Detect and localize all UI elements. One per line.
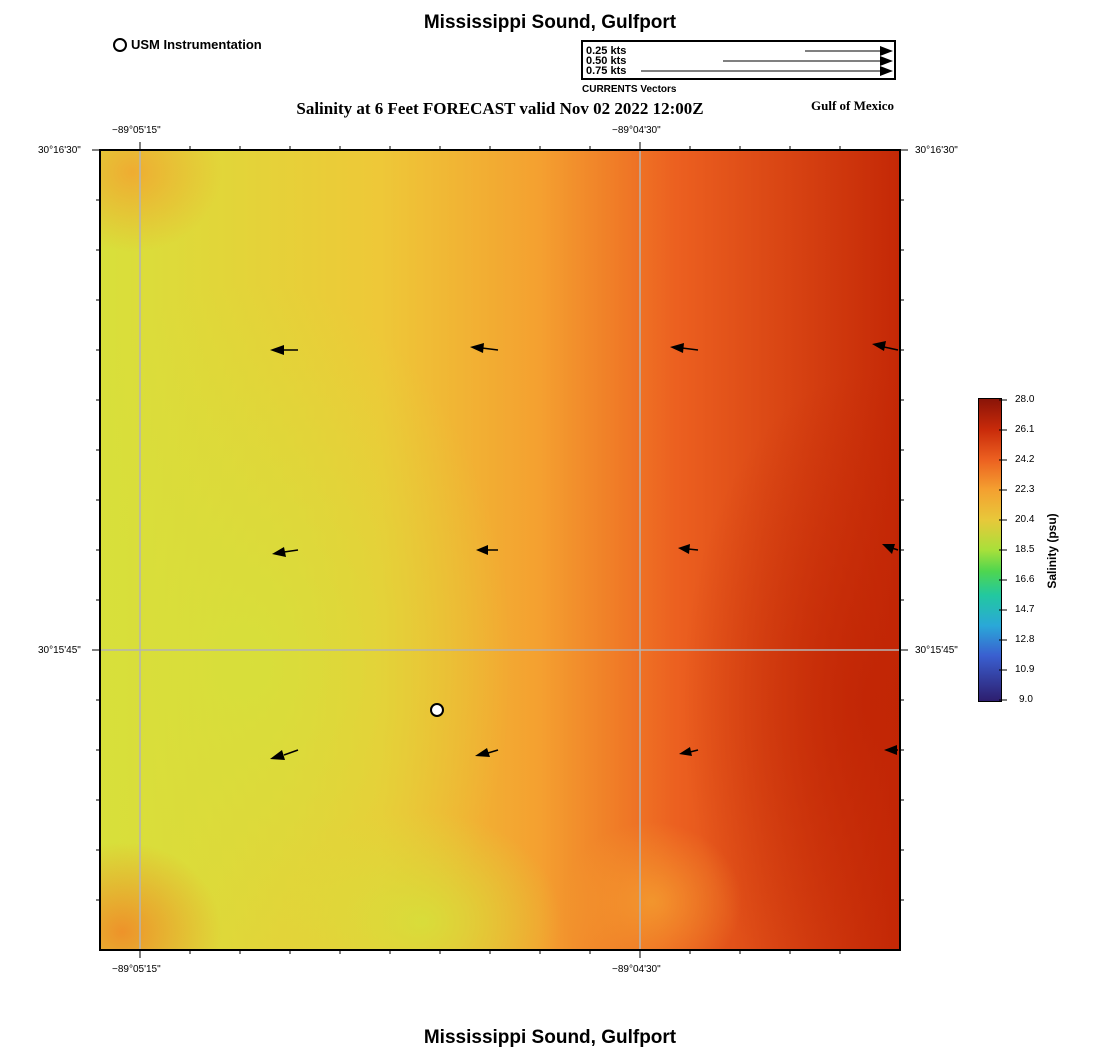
vector-legend-caption: CURRENTS Vectors	[582, 84, 677, 95]
lon-tick-bottom-2: −89°04'30"	[612, 964, 661, 975]
footer-title: Mississippi Sound, Gulfport	[423, 1027, 677, 1048]
current-vector-arrow-icon	[476, 545, 498, 555]
vector-legend-arrow-025-icon	[805, 46, 893, 56]
current-vector-arrow-icon	[872, 341, 899, 351]
map-frame	[92, 142, 908, 958]
lon-tick-bottom-1: −89°05'15"	[112, 964, 161, 975]
usm-instrumentation-station	[430, 703, 444, 717]
salinity-field	[100, 150, 900, 950]
current-vector-arrow-icon	[270, 749, 299, 760]
colorbar-tick-label: 26.1	[1015, 424, 1035, 435]
colorbar-tick-label: 22.3	[1015, 484, 1035, 495]
lat-tick-left-2: 30°15'45"	[38, 645, 81, 656]
vector-legend-label-025: 0.25 kts	[586, 45, 627, 57]
colorbar-tick-label: 9.0	[1019, 694, 1033, 705]
vector-legend-arrows	[641, 46, 893, 76]
current-vector-arrow-icon	[679, 747, 699, 756]
current-vector-arrow-icon	[470, 343, 499, 353]
colorbar-label: Salinity (psu)	[1045, 513, 1059, 589]
current-vector-arrow-icon	[270, 345, 298, 355]
vector-legend: 0.25 kts 0.50 kts 0.75 kts	[581, 40, 896, 80]
vector-legend-label-050: 0.50 kts	[586, 55, 627, 67]
station-legend: USM Instrumentation	[113, 37, 262, 52]
lat-tick-right-2: 30°15'45"	[915, 645, 958, 656]
current-vector-arrow-icon	[475, 748, 499, 757]
salinity-map	[92, 142, 908, 958]
map-title: Mississippi Sound, Gulfport	[423, 12, 677, 33]
current-vector-arrow-icon	[884, 745, 898, 755]
current-vector-arrow-icon	[272, 547, 299, 557]
current-vector-arrow-icon	[882, 544, 899, 554]
current-vector-arrow-icon	[678, 544, 699, 554]
colorbar-ticks	[999, 399, 1007, 701]
colorbar-tick-label: 14.7	[1015, 604, 1035, 615]
station-marker-icon	[113, 37, 127, 52]
current-vectors	[270, 341, 899, 760]
region-label: Gulf of Mexico	[811, 98, 895, 113]
station-legend-label: USM Instrumentation	[131, 37, 262, 52]
vector-legend-arrow-050-icon	[723, 56, 893, 66]
current-vector-arrow-icon	[670, 343, 699, 353]
map-grid	[100, 150, 900, 950]
colorbar-tick-label: 12.8	[1015, 634, 1035, 645]
colorbar-tick-label: 10.9	[1015, 664, 1035, 675]
lon-tick-top-1: −89°05'15"	[112, 125, 161, 136]
vector-legend-label-075: 0.75 kts	[586, 65, 627, 77]
lat-tick-left-1: 30°16'30"	[38, 145, 81, 156]
lat-tick-right-1: 30°16'30"	[915, 145, 958, 156]
vector-legend-arrow-075-icon	[641, 66, 893, 76]
lon-tick-top-2: −89°04'30"	[612, 125, 661, 136]
colorbar-tick-label: 18.5	[1015, 544, 1035, 555]
colorbar-tick-label: 24.2	[1015, 454, 1035, 465]
colorbar-tick-label: 16.6	[1015, 574, 1035, 585]
map-subtitle: Salinity at 6 Feet FORECAST valid Nov 02…	[296, 99, 704, 118]
colorbar-tick-label: 20.4	[1015, 514, 1035, 525]
colorbar-tick-label: 28.0	[1015, 394, 1035, 405]
